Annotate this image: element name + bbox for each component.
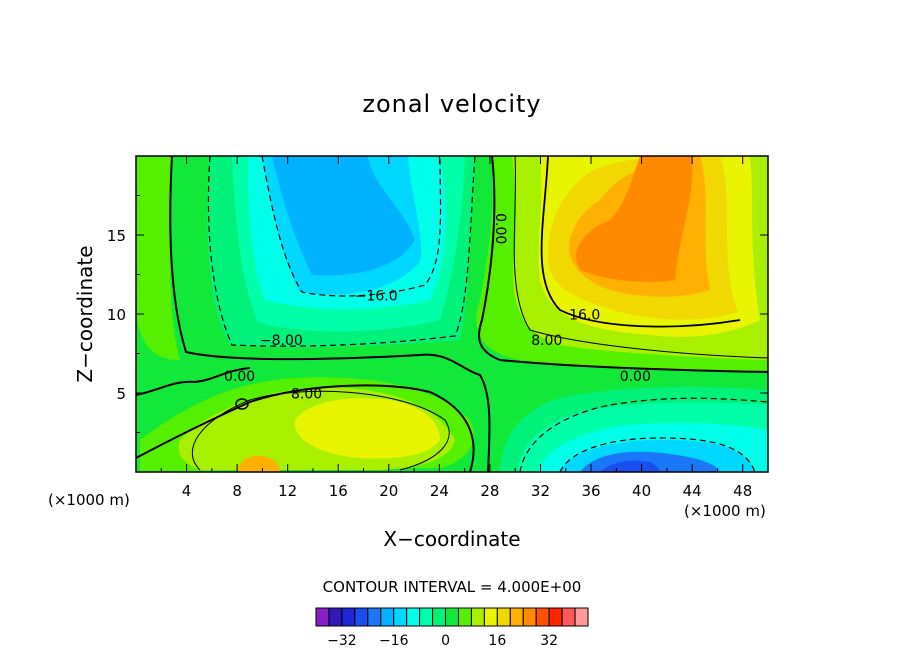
- contour-neg16: [261, 156, 442, 297]
- colorbar-swatch: [406, 607, 421, 627]
- plot-area: −16.0 −8.00 0.00 8.00 0.00 16.0 8.00 0.00: [136, 156, 768, 472]
- x-tick-label: 40: [632, 482, 651, 500]
- contour-label-text: 8.00: [531, 333, 562, 349]
- colorbar-tick-label: 32: [540, 633, 558, 649]
- colorbar-tick-label: −16: [379, 633, 409, 649]
- field-southeast-darkblue: [600, 460, 660, 472]
- colorbar-swatch: [561, 607, 576, 627]
- colorbar-tick-label: 16: [488, 633, 506, 649]
- colorbar-swatch: [341, 607, 356, 627]
- colorbar-swatch: [483, 607, 498, 627]
- colorbar-swatch: [470, 607, 485, 627]
- colorbar-tick-label: 0: [441, 633, 450, 649]
- contour-label-layer: −16.0 −8.00 0.00 8.00 0.00 16.0 8.00 0.00: [224, 213, 651, 403]
- x-tick-label: 8: [232, 482, 242, 500]
- colorbar-swatch: [457, 607, 472, 627]
- contour-neg8: [207, 156, 476, 347]
- x-tick-label: 24: [430, 482, 449, 500]
- colorbar-tick-label: −32: [327, 633, 357, 649]
- y-tick-label: 5: [116, 385, 126, 403]
- x-tick-label: 16: [329, 482, 348, 500]
- colorbar-swatch: [548, 607, 563, 627]
- colorbar-swatch: [354, 607, 369, 627]
- contour-label-text: 0.00: [620, 369, 651, 385]
- x-tick-label: 4: [182, 482, 192, 500]
- colorbar-swatch: [445, 607, 459, 627]
- colorbar-swatch: [315, 607, 330, 627]
- contour-pos16: [540, 156, 741, 328]
- x-tick-label: 48: [733, 482, 752, 500]
- colorbar-swatch: [328, 607, 343, 627]
- x-unit-label-right: (×1000 m): [684, 502, 766, 520]
- field-lower-yellow: [294, 398, 440, 459]
- contour-label: 0.00: [620, 369, 651, 385]
- x-tick-label: 12: [278, 482, 297, 500]
- colorbar-swatch: [574, 607, 589, 627]
- contour-interval-note: CONTOUR INTERVAL = 4.000E+00: [323, 578, 582, 596]
- colorbar-swatch: [496, 607, 511, 627]
- colorbar-swatch: [419, 607, 434, 627]
- y-tick-label: 15: [107, 227, 126, 245]
- colorbar-swatch: [367, 607, 382, 627]
- contour-label: 8.00: [291, 387, 322, 403]
- contour-lines: [136, 156, 768, 472]
- contour-label: −8.00: [260, 333, 303, 349]
- contour-label-text: 0.00: [492, 213, 508, 244]
- colorbar-swatch: [393, 607, 408, 627]
- x-tick-label: 20: [379, 482, 398, 500]
- contour-zero-north: [478, 156, 768, 373]
- contour-neg8-south: [519, 397, 768, 472]
- y-axis-label: Z−coordinate: [73, 245, 97, 382]
- x-tick-labels: 4 8 12 16 20 24 28 32 36 40 44 48: [182, 482, 752, 500]
- contour-label-text: −8.00: [260, 333, 303, 349]
- contour-zero-south: [136, 367, 475, 472]
- colorbar-swatch: [380, 607, 395, 627]
- contour-zero-west: [169, 156, 491, 472]
- field-west-pale: [136, 156, 180, 360]
- x-tick-label: 32: [531, 482, 550, 500]
- contour-label-text: 8.00: [291, 387, 322, 403]
- field-upper-blue: [272, 156, 415, 276]
- colorbar: [315, 607, 589, 627]
- contour-neg16-south: [559, 437, 756, 472]
- contour-label: 16.0: [569, 308, 600, 324]
- field-lower-orange: [238, 455, 280, 472]
- axis-ticks: [136, 156, 768, 472]
- colorbar-tick-labels: −32 −16 0 16 32: [327, 633, 558, 649]
- contour-label: 0.00: [492, 213, 508, 244]
- x-tick-label: 36: [581, 482, 600, 500]
- contour-label: 8.00: [531, 333, 562, 349]
- contour-label: 0.00: [224, 369, 255, 385]
- y-tick-label: 10: [107, 306, 126, 324]
- x-unit-label-left: (×1000 m): [48, 491, 130, 509]
- colorbar-swatch: [535, 607, 550, 627]
- colorbar-swatch: [432, 607, 447, 627]
- contour-label-text: 0.00: [224, 369, 255, 385]
- x-tick-label: 44: [683, 482, 702, 500]
- colorbar-swatch: [522, 607, 537, 627]
- contour-label-text: −16.0: [355, 289, 398, 305]
- chart-title: zonal velocity: [362, 90, 541, 118]
- colorbar-swatch: [509, 607, 524, 627]
- contour-small-loop: [235, 398, 249, 410]
- contour-label: −16.0: [355, 289, 398, 305]
- contour-pos8-south: [191, 390, 450, 471]
- field-east-orange: [576, 156, 693, 282]
- x-axis-label: X−coordinate: [383, 527, 520, 551]
- y-tick-labels: 5 10 15: [107, 227, 126, 403]
- contour-label-text: 16.0: [569, 308, 600, 324]
- x-tick-label: 28: [480, 482, 499, 500]
- contour-pos8: [513, 156, 768, 359]
